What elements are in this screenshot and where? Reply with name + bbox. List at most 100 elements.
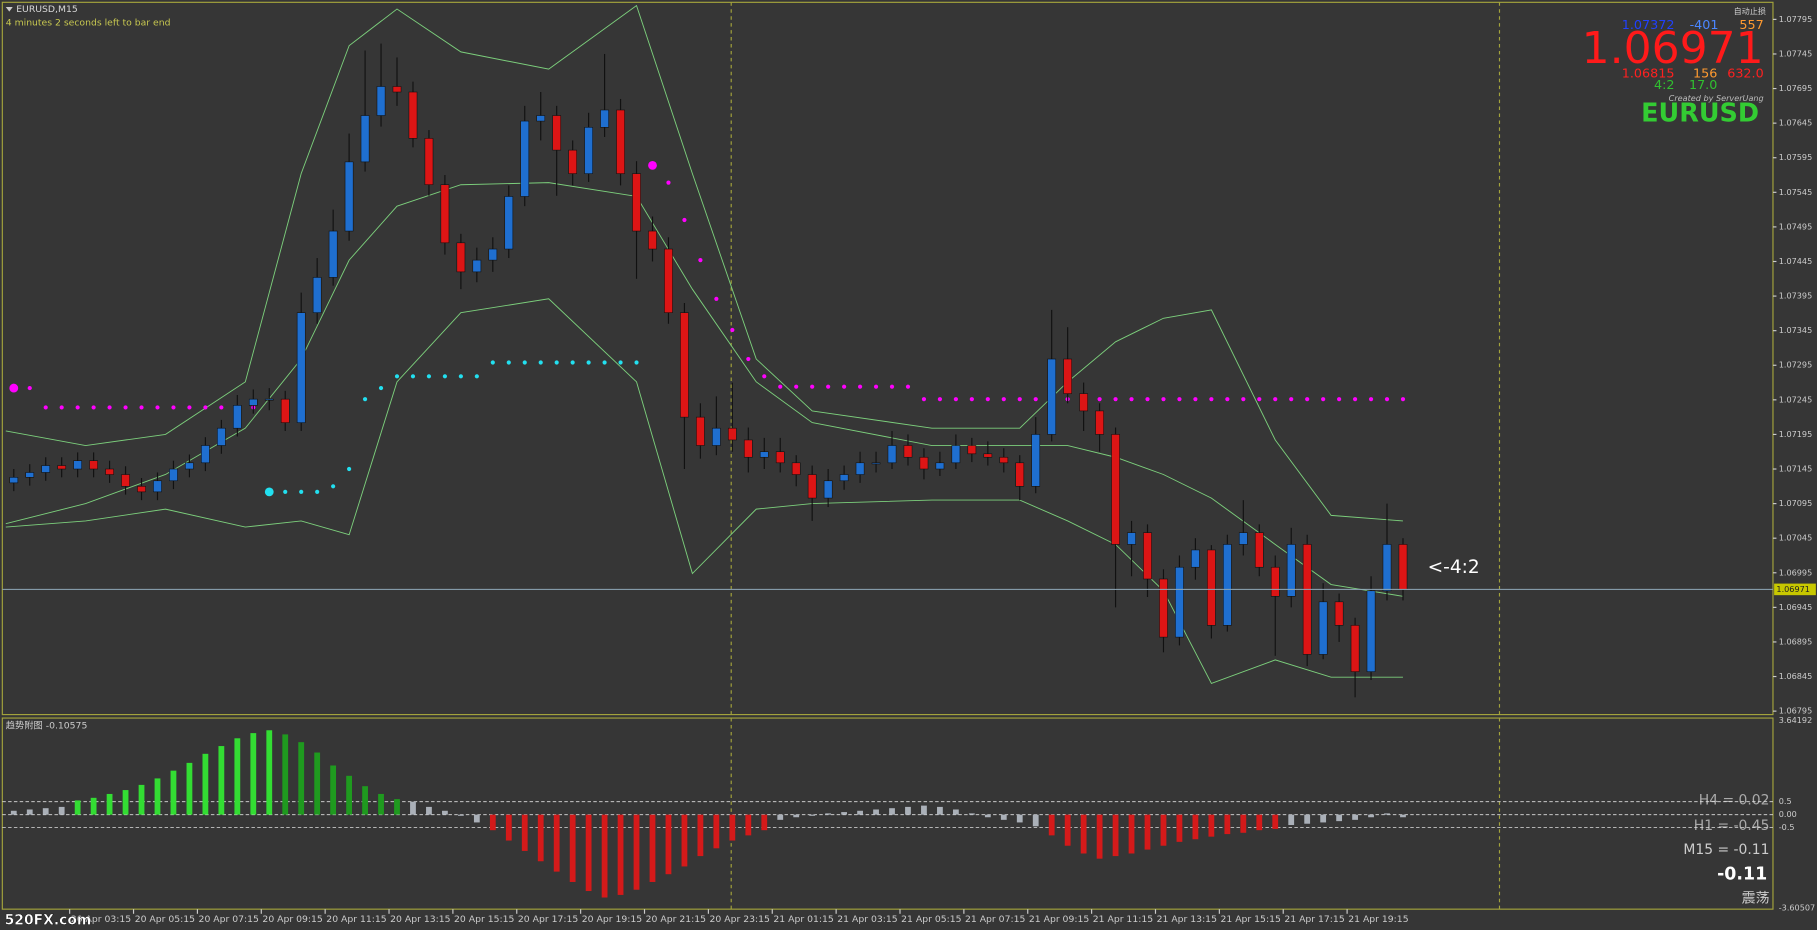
candle-body: [248, 398, 258, 406]
indicator-dot: [1352, 397, 1358, 402]
indicator-dot: [666, 180, 671, 185]
x-tick-label: 21 Apr 13:15: [1157, 914, 1217, 925]
histogram-bar: [138, 784, 145, 815]
x-tick-label: 20 Apr 23:15: [710, 914, 770, 925]
indicator-dot: [394, 374, 400, 379]
band-line: [5, 4, 1403, 522]
candle-body: [1302, 544, 1312, 655]
candle-body: [712, 427, 721, 446]
marks: 1.07795 1.07745 1.07695 1.07645 1.07595 1.075…: [2, 4, 1816, 925]
candle-body: [153, 480, 162, 493]
indicator-dot: [873, 384, 879, 389]
histogram-bar: [729, 814, 736, 841]
y-tick-label: -3.60507: [1779, 902, 1815, 912]
histogram-bar: [378, 793, 384, 815]
candle-body: [1095, 410, 1104, 435]
histogram-bar: [170, 770, 177, 815]
histogram-bar: [1048, 814, 1055, 836]
histogram-bar: [154, 778, 161, 815]
symbol-marker: [5, 6, 13, 12]
candle-body: [552, 115, 562, 151]
y-tick-label: 0.5: [1779, 796, 1792, 806]
histogram-bar: [569, 814, 576, 882]
indicator-dot: [1113, 397, 1118, 402]
y-tick-label: 1.07045: [1779, 533, 1812, 543]
candle-body: [1175, 566, 1184, 638]
indicator-dot: [682, 217, 687, 223]
candle-body: [456, 242, 466, 273]
y-tick-label: 0.00: [1779, 809, 1797, 819]
x-tick-label: 20 Apr 03:15: [71, 914, 131, 925]
y-tick-label: 1.07595: [1779, 152, 1812, 162]
histogram-bar: [1160, 814, 1167, 846]
indicator-dot: [59, 405, 64, 410]
histogram-bar: [905, 806, 911, 815]
indicator-dot: [857, 384, 863, 389]
indicator-dot: [410, 374, 416, 379]
indicator-dot: [75, 405, 80, 410]
y-tick-label: 1.07695: [1779, 83, 1812, 93]
x-tick-label: 21 Apr 09:15: [1029, 914, 1089, 925]
histogram-bar: [1096, 814, 1103, 859]
y-tick-label: 1.06895: [1779, 636, 1812, 646]
histogram-bar: [952, 809, 959, 815]
candle-body: [9, 477, 19, 484]
indicator-dot: [554, 360, 559, 365]
candle-body: [1015, 462, 1025, 487]
indicator-dot: [586, 360, 591, 365]
indicator-dot: [762, 374, 767, 379]
info-value: 1.07372: [1622, 18, 1675, 33]
indicator-dot: [1129, 397, 1134, 402]
indicator-dot: [1001, 397, 1006, 402]
candle-body: [1127, 532, 1136, 545]
y-tick-label: 1.07495: [1779, 221, 1812, 231]
candle-body: [89, 460, 98, 470]
histogram-bar: [282, 734, 289, 815]
indicator-dot: [283, 489, 288, 494]
candle-body: [919, 456, 929, 470]
histogram-bar: [681, 814, 688, 867]
histogram-bar: [10, 810, 17, 815]
histogram-bar: [521, 814, 528, 851]
candle-body: [935, 462, 945, 470]
candle-body: [1270, 566, 1280, 597]
histogram-bar: [585, 814, 592, 892]
candle-body: [999, 456, 1009, 464]
candle-body: [951, 445, 961, 464]
symbol-label: EURUSD,M15: [16, 4, 78, 15]
histogram-bar: [330, 765, 337, 815]
histogram-bar: [809, 814, 816, 816]
histogram-bar: [1080, 814, 1087, 854]
indicator-dot: [602, 360, 607, 365]
indicator-dot: [889, 384, 895, 389]
histogram-bar: [937, 806, 943, 815]
y-tick-label: 1.07145: [1779, 464, 1812, 474]
indicator-dot: [1321, 397, 1326, 402]
indicator-dot: [123, 405, 128, 410]
info-value: 1.06815: [1622, 67, 1675, 82]
candle-body: [1238, 532, 1248, 545]
histogram-bar: [186, 762, 193, 815]
candle-body: [520, 120, 530, 197]
indicator-dot: [1225, 397, 1230, 402]
histogram-bar: [314, 752, 321, 815]
histogram-bar: [1384, 813, 1390, 815]
candle-body: [871, 462, 881, 465]
candle-body: [185, 462, 194, 470]
indicator-dot: [139, 405, 144, 410]
histogram-bar: [1240, 814, 1247, 833]
candle-body: [759, 451, 769, 458]
histogram-bar: [857, 810, 863, 815]
sub-status: 震荡: [1742, 891, 1770, 907]
histogram-bar: [984, 814, 991, 818]
histogram-bar: [426, 806, 432, 815]
candle-body: [424, 138, 434, 185]
y-tick-label: 1.07645: [1779, 118, 1812, 128]
histogram-bar: [298, 742, 305, 815]
indicator-dot: [91, 405, 96, 410]
histogram-bar: [777, 814, 784, 820]
indicator-dot: [746, 356, 751, 362]
indicator-dot: [171, 405, 176, 410]
candle-body: [472, 259, 482, 273]
